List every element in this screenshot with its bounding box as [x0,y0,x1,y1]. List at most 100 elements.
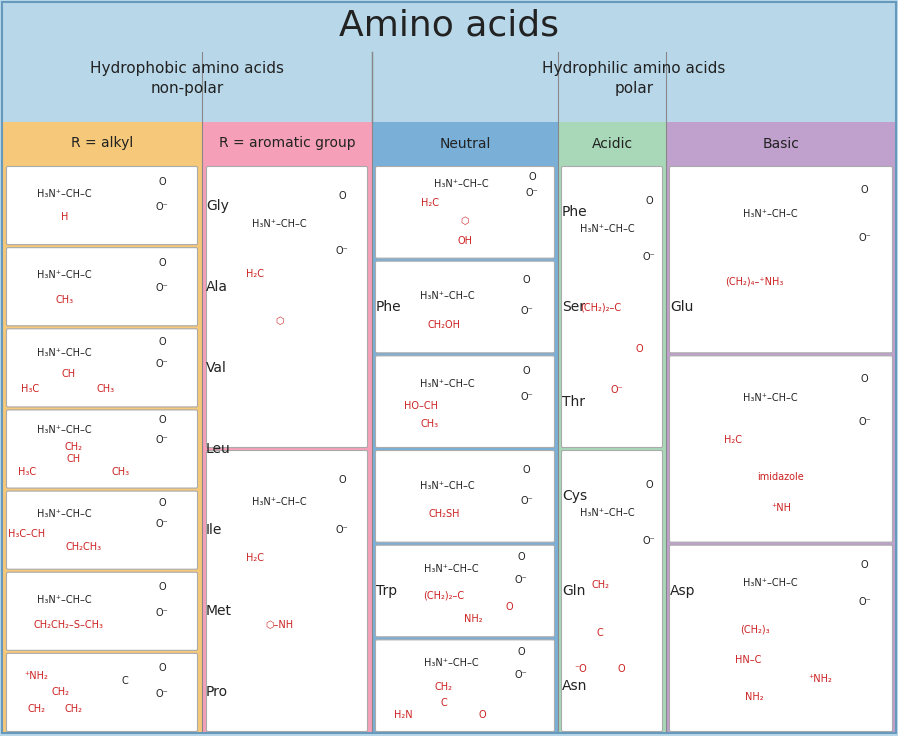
Bar [0,52,898,122]
Text: H₃N⁺–CH–C: H₃N⁺–CH–C [37,189,92,199]
Text: Acidic: Acidic [592,136,632,150]
Text: O: O [523,275,531,286]
Text: H₃N⁺–CH–C: H₃N⁺–CH–C [37,348,92,358]
FancyBboxPatch shape [670,355,893,542]
Text: O: O [636,344,643,354]
Bar [202,122,372,165]
Text: Thr: Thr [562,394,585,408]
Text: ⁺NH₂: ⁺NH₂ [24,671,48,681]
Text: CH₃: CH₃ [97,384,115,394]
Text: HN–C: HN–C [735,655,762,665]
Text: NH₂: NH₂ [464,615,483,624]
Text: O⁻: O⁻ [155,435,169,445]
Text: O⁻: O⁻ [611,386,623,395]
Text: O: O [861,560,868,570]
Text: O⁻: O⁻ [520,392,533,403]
Text: Cys: Cys [562,489,587,503]
Text: Val: Val [206,361,227,375]
Text: Neutral: Neutral [439,136,490,150]
Text: CH₂: CH₂ [435,682,453,693]
Text: H₂C: H₂C [246,269,264,279]
Text: H₃N⁺–CH–C: H₃N⁺–CH–C [434,179,489,189]
Text: Hydrophobic amino acids: Hydrophobic amino acids [90,60,284,76]
Text: ⬡: ⬡ [275,316,284,326]
Text: H₃N⁺–CH–C: H₃N⁺–CH–C [420,291,475,301]
Bar [558,122,666,165]
Text: O: O [479,710,487,720]
Text: (CH₂)₃: (CH₂)₃ [740,624,770,634]
Bar [2,122,202,165]
Text: O: O [158,498,166,508]
FancyBboxPatch shape [375,261,554,353]
FancyBboxPatch shape [375,450,554,542]
Text: Amino acids: Amino acids [339,9,559,43]
Text: H₂C: H₂C [421,199,439,208]
Text: Gly: Gly [206,199,229,213]
Text: O: O [339,191,346,201]
Text: HO–CH: HO–CH [404,401,438,411]
Text: H₃C: H₃C [18,467,36,476]
Text: O⁻: O⁻ [155,519,169,529]
Text: H₃N⁺–CH–C: H₃N⁺–CH–C [580,508,634,518]
Text: NH₂: NH₂ [745,692,764,702]
Text: H: H [61,212,68,222]
Text: O: O [523,464,531,475]
Text: CH₂: CH₂ [52,687,70,698]
Text: CH₂: CH₂ [65,704,83,714]
Text: H₂N: H₂N [394,710,413,720]
Text: ⁻O: ⁻O [574,664,587,674]
Text: O⁻: O⁻ [858,417,871,426]
FancyBboxPatch shape [375,640,554,732]
Text: Glu: Glu [670,300,693,314]
Text: Asp: Asp [670,584,695,598]
Text: Ala: Ala [206,280,228,294]
Text: C: C [597,628,603,637]
Text: Leu: Leu [206,442,231,456]
FancyBboxPatch shape [6,491,198,569]
Text: CH₂: CH₂ [591,581,609,590]
Text: Gln: Gln [562,584,585,598]
Bar [666,165,896,733]
Text: O⁻: O⁻ [643,536,656,546]
Text: O: O [158,415,166,425]
Text: O: O [861,185,868,195]
Text: CH₃: CH₃ [111,467,130,476]
Text: O: O [339,475,346,485]
Text: ⁺NH: ⁺NH [771,503,791,513]
Text: CH₂: CH₂ [65,442,83,453]
Text: H₂C: H₂C [246,553,264,562]
Text: H₃N⁺–CH–C: H₃N⁺–CH–C [37,509,92,519]
Text: O: O [517,647,525,657]
Text: Phe: Phe [562,205,587,219]
Text: H₃N⁺–CH–C: H₃N⁺–CH–C [37,425,92,435]
Text: OH: OH [457,236,472,246]
Text: O⁻: O⁻ [336,525,348,535]
Text: O⁻: O⁻ [858,233,871,243]
FancyBboxPatch shape [207,450,367,732]
Text: Asn: Asn [562,679,587,693]
Text: CH₂CH₂–S–CH₃: CH₂CH₂–S–CH₃ [33,620,103,630]
Text: O: O [861,375,868,384]
Text: H₃N⁺–CH–C: H₃N⁺–CH–C [424,659,479,668]
Text: O⁻: O⁻ [525,188,538,198]
FancyBboxPatch shape [6,654,198,732]
Text: H₃N⁺–CH–C: H₃N⁺–CH–C [743,578,797,588]
Text: O⁻: O⁻ [643,252,656,262]
Text: ⬡–NH: ⬡–NH [265,620,293,629]
Text: O⁻: O⁻ [336,247,348,256]
FancyBboxPatch shape [670,166,893,353]
FancyBboxPatch shape [6,572,198,651]
Text: O: O [158,336,166,347]
Text: O: O [506,602,513,612]
Text: CH₂OH: CH₂OH [427,319,461,330]
Text: O: O [618,664,626,674]
Bar [0,0,898,52]
Text: H₃N⁺–CH–C: H₃N⁺–CH–C [580,224,634,234]
Text: CH₂SH: CH₂SH [428,509,460,519]
Text: ⁺NH₂: ⁺NH₂ [809,673,832,684]
Bar [372,165,558,733]
Text: non-polar: non-polar [150,80,224,96]
Text: C: C [121,676,128,686]
FancyBboxPatch shape [561,166,663,447]
Text: O⁻: O⁻ [155,689,169,699]
